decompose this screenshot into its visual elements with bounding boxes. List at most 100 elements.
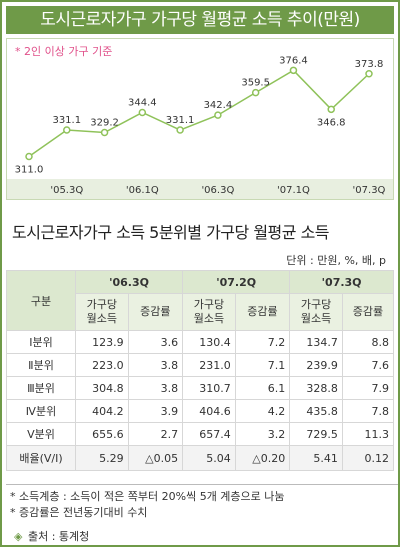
x-tick-label: '06.3Q	[201, 185, 234, 196]
table-cell: 223.0	[75, 353, 129, 377]
x-axis-band	[7, 179, 393, 199]
table-cell: 0.12	[341, 445, 395, 471]
table-cell: 123.9	[75, 330, 129, 354]
data-point	[25, 152, 33, 161]
source: ◈ 출처 : 통계청	[14, 528, 89, 544]
header-period-1: '06.3Q	[74, 270, 184, 294]
data-point	[138, 108, 147, 117]
table-row: Ⅴ분위 655.6 2.7 657.4 3.2 729.5 11.3	[6, 422, 395, 446]
data-point	[327, 105, 335, 114]
series-line	[28, 69, 370, 158]
data-label: 359.5	[241, 78, 270, 89]
table-cell: 231.0	[182, 353, 236, 377]
data-point	[176, 126, 184, 134]
row-label: Ⅰ분위	[6, 330, 76, 354]
data-point	[100, 128, 109, 137]
header-income: 가구당 월소득	[75, 293, 129, 331]
table-cell: 304.8	[75, 376, 129, 400]
table-cell: 6.1	[234, 376, 291, 400]
table-cell: 7.1	[234, 353, 291, 377]
table-cell: 310.7	[182, 376, 236, 400]
table-cell: △0.05	[127, 445, 184, 471]
table-cell: 5.29	[75, 445, 129, 471]
table-cell: 3.8	[127, 376, 184, 400]
row-label: Ⅴ분위	[6, 422, 76, 446]
header-rate: 증감률	[341, 293, 395, 331]
data-point	[289, 66, 298, 75]
table-cell: 3.9	[127, 399, 184, 423]
data-label: 376.4	[279, 55, 308, 66]
table-row: Ⅳ분위 404.2 3.9 404.6 4.2 435.8 7.8	[6, 399, 395, 423]
table-cell: 5.04	[182, 445, 236, 471]
notes: * 소득계층 : 소득이 적은 쪽부터 20%씩 5개 계층으로 나눔 * 증감…	[6, 484, 398, 521]
table-cell: 729.5	[289, 422, 343, 446]
table-cell: 655.6	[75, 422, 129, 446]
x-tick-label: '05.3Q	[50, 185, 83, 196]
table-cell: 7.6	[341, 353, 395, 377]
table-cell: 404.6	[182, 399, 236, 423]
table-cell: 3.2	[234, 422, 291, 446]
ratio-row: 배율(Ⅴ/Ⅰ) 5.29 △0.05 5.04 △0.20 5.41 0.12	[6, 445, 395, 471]
table-cell: 2.7	[127, 422, 184, 446]
data-label: 373.8	[355, 59, 384, 70]
data-label: 331.1	[52, 115, 81, 126]
table-cell: 130.4	[182, 330, 236, 354]
data-label: 344.4	[128, 97, 157, 108]
data-label: 331.1	[166, 115, 195, 126]
table-cell: 328.8	[289, 376, 343, 400]
x-tick-label: '06.1Q	[126, 185, 159, 196]
diamond-icon: ◈	[14, 530, 23, 543]
source-text: 출처 : 통계청	[27, 530, 90, 543]
header-rate: 증감률	[234, 293, 291, 331]
header-rate: 증감률	[127, 293, 184, 331]
table-cell: △0.20	[234, 445, 291, 471]
chart-note: * 2인 이상 가구 기준	[15, 45, 113, 58]
table-cell: 7.8	[341, 399, 395, 423]
data-point	[63, 126, 71, 134]
table-cell: 435.8	[289, 399, 343, 423]
table-cell: 657.4	[182, 422, 236, 446]
table-row: Ⅰ분위 123.9 3.6 130.4 7.2 134.7 8.8	[6, 330, 395, 354]
table-cell: 404.2	[75, 399, 129, 423]
table-row: Ⅱ분위 223.0 3.8 231.0 7.1 239.9 7.6	[6, 353, 395, 377]
table-row: Ⅲ분위 304.8 3.8 310.7 6.1 328.8 7.9	[6, 376, 395, 400]
header-income: 가구당 월소득	[182, 293, 236, 331]
data-label: 342.4	[204, 100, 233, 111]
table-cell: 11.3	[341, 422, 395, 446]
table-cell: 3.6	[127, 330, 184, 354]
note-2: * 증감률은 전년동기대비 수치	[10, 506, 148, 519]
header-group: 구분	[6, 270, 76, 331]
x-tick-label: '07.1Q	[277, 185, 310, 196]
row-label: Ⅳ분위	[6, 399, 76, 423]
table-cell: 239.9	[289, 353, 343, 377]
table-cell: 5.41	[289, 445, 343, 471]
data-point	[214, 111, 222, 119]
header-period-3: '07.3Q	[289, 270, 394, 294]
table-cell: 8.8	[341, 330, 395, 354]
unit-label: 단위 : 만원, %, 배, p	[286, 254, 386, 267]
line-chart: 311.0 331.1 '05.3Q 329.2 344.4 '06.1Q 331.1 342…	[6, 38, 394, 200]
data-point	[365, 70, 373, 78]
table-title: 도시근로자가구 소득 5분위별 가구당 월평균 소득	[12, 223, 330, 242]
table-cell: 134.7	[289, 330, 343, 354]
x-tick-label: '07.3Q	[353, 185, 386, 196]
table-cell: 4.2	[234, 399, 291, 423]
table-body: Ⅰ분위 123.9 3.6 130.4 7.2 134.7 8.8 Ⅱ분위 223.0 3.8 23…	[6, 330, 395, 471]
row-label: Ⅱ분위	[6, 353, 76, 377]
table-cell: 7.9	[341, 376, 395, 400]
income-table: 구분 '06.3Q '07.2Q '07.3Q 가구당 월소득 증감률 가구당 월소…	[6, 270, 395, 471]
data-label: 311.0	[15, 165, 44, 176]
data-label: 329.2	[90, 118, 119, 129]
table-cell: 7.2	[234, 330, 291, 354]
header-income: 가구당 월소득	[289, 293, 343, 331]
header-period-2: '07.2Q	[182, 270, 291, 294]
note-1: * 소득계층 : 소득이 적은 쪽부터 20%씩 5개 계층으로 나눔	[10, 490, 285, 503]
row-label: Ⅲ분위	[6, 376, 76, 400]
row-label: 배율(Ⅴ/Ⅰ)	[6, 445, 76, 471]
data-label: 346.8	[317, 117, 346, 128]
line-chart-svg: 311.0 331.1 '05.3Q 329.2 344.4 '06.1Q 331.1 342…	[7, 55, 393, 199]
data-point	[251, 88, 260, 97]
chart-title: 도시근로자가구 가구당 월평균 소득 추이(만원)	[6, 6, 394, 34]
table-cell: 3.8	[127, 353, 184, 377]
